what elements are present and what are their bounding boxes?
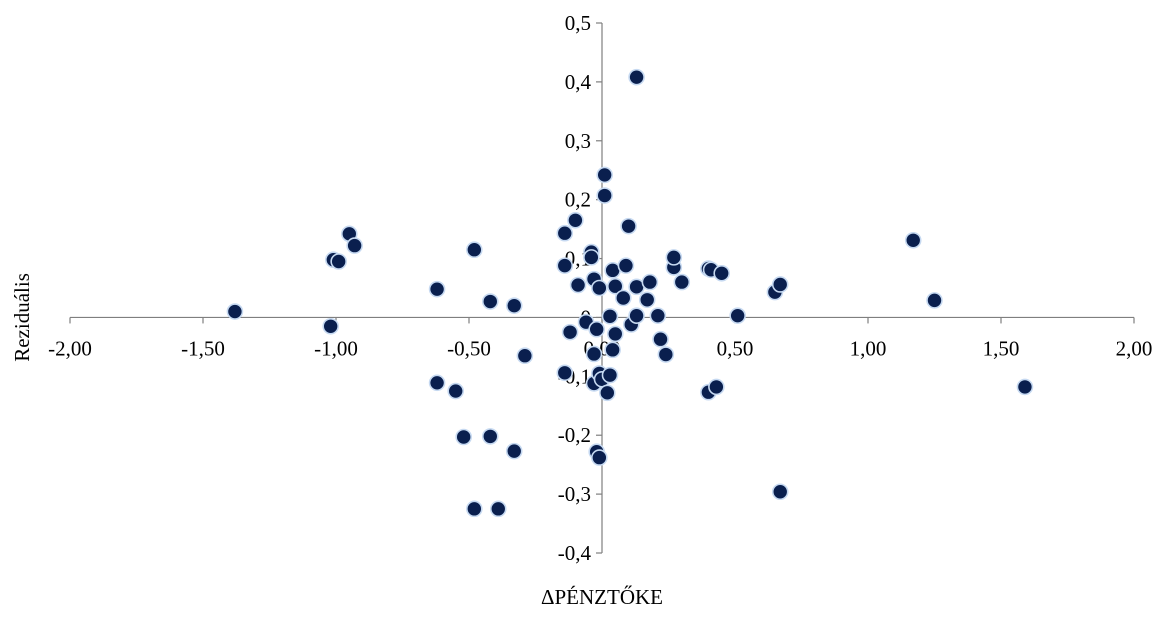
data-point [652,330,669,348]
data-point [628,307,645,324]
data-point [481,428,499,445]
data-point [561,323,579,341]
data-point [466,241,483,259]
data-point [556,257,574,274]
data-point [556,224,574,242]
data-point [601,366,619,384]
y-tick-label: 0,2 [565,188,591,212]
data-point [591,449,608,466]
data-point [665,249,683,266]
data-point [1016,378,1034,396]
data-point [606,325,624,343]
data-point [481,293,499,310]
data-point [620,217,637,235]
y-tick-label: -0,3 [558,482,591,506]
x-tick-label: 2,00 [1116,336,1153,360]
data-point [583,249,600,266]
data-point [226,303,244,320]
data-point [904,232,922,249]
data-point [628,68,645,86]
data-point [567,211,584,229]
data-point [771,483,789,501]
x-tick-label: -1,50 [181,336,225,360]
data-point [322,317,339,335]
data-point [614,289,632,307]
data-point [505,442,523,460]
x-tick-label: 0,50 [717,336,754,360]
y-axis-title: Reziduális [10,273,34,362]
data-point [596,187,613,204]
data-point [673,273,691,291]
data-point [588,320,605,338]
data-point [657,346,675,363]
data-point [516,347,534,365]
data-point [505,297,523,314]
x-tick-label: 1,00 [850,336,887,360]
data-point [713,264,731,282]
y-tick-label: -0,2 [558,423,591,447]
data-point [599,384,616,402]
data-point [708,378,725,396]
data-point [641,273,659,291]
data-point [601,307,619,325]
data-point [926,292,943,309]
x-tick-label: 1,50 [983,336,1020,360]
data-point [428,280,446,298]
data-point [489,500,507,518]
data-point [596,166,613,184]
data-point [447,382,465,400]
data-point [604,341,621,359]
y-tick-label: -0,4 [558,541,592,565]
x-tick-label: -1,00 [314,336,358,360]
data-point [649,307,667,324]
x-axis-title: ΔPÉNZTŐKE [541,585,663,609]
data-point [466,500,483,518]
x-tick-label: -2,00 [48,336,92,360]
x-tick-label: -0,50 [447,336,491,360]
data-point [638,291,656,309]
data-point [606,277,624,295]
data-point [617,257,635,274]
x-axis-ticks: -2,00 -1,50 -1,00 -0,50 0,00 0,50 1,00 1,50 2,00 [48,317,1152,360]
y-axis-ticks: -0,4-0,3-0,2-0,100,10,20,30,40,5 [558,11,602,565]
y-tick-label: 0,5 [565,11,591,35]
data-point [428,374,446,392]
data-point [591,279,608,297]
data-point [771,276,789,293]
data-point [330,253,347,270]
data-point [455,428,472,446]
data-point [729,307,746,324]
data-point [346,237,363,254]
data-point [556,364,574,382]
y-tick-label: 0,4 [565,70,592,94]
data-points [226,68,1034,518]
data-point [569,276,587,294]
data-point [585,345,603,363]
y-tick-label: 0,3 [565,129,591,153]
